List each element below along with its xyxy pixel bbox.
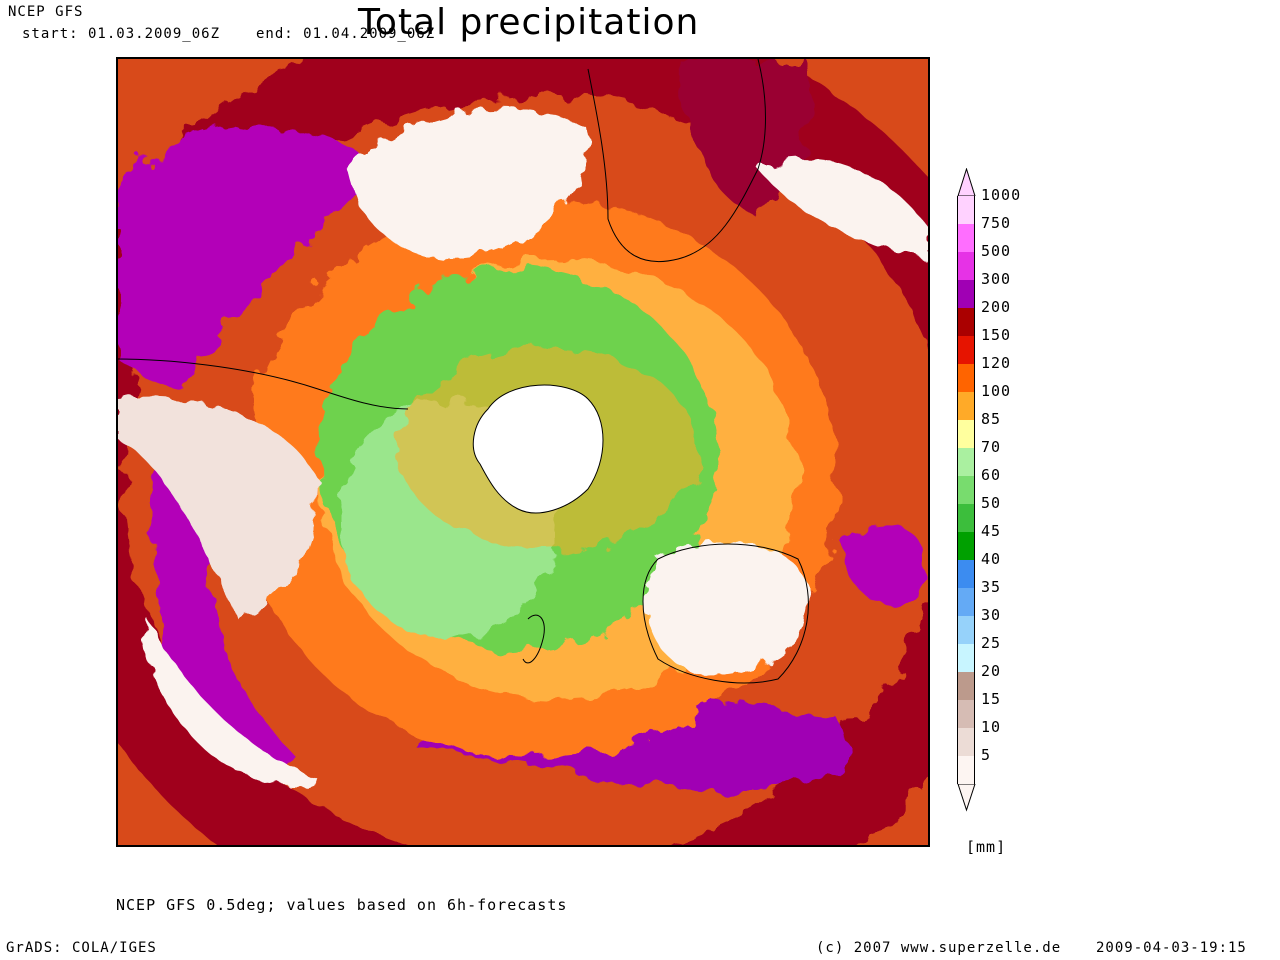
legend-swatch bbox=[957, 616, 975, 644]
dry-region-south-pacific bbox=[118, 397, 318, 619]
legend-label: 10 bbox=[981, 718, 1002, 736]
map-title: Total precipitation bbox=[358, 2, 700, 43]
dry-region-australia bbox=[646, 542, 810, 675]
legend-label: 5 bbox=[981, 746, 992, 764]
legend-label: 100 bbox=[981, 382, 1012, 400]
legend-swatch bbox=[957, 504, 975, 532]
end-time: end: 01.04.2009_06Z bbox=[256, 26, 436, 42]
legend-swatch bbox=[957, 420, 975, 448]
legend-swatch bbox=[957, 308, 975, 336]
legend-swatch bbox=[957, 280, 975, 308]
purple-region-east bbox=[838, 524, 928, 606]
model-name: NCEP GFS bbox=[8, 4, 84, 20]
legend-swatch bbox=[957, 336, 975, 364]
legend-label: 40 bbox=[981, 550, 1002, 568]
footnote: NCEP GFS 0.5deg; values based on 6h-fore… bbox=[116, 896, 568, 914]
legend-swatch bbox=[957, 364, 975, 392]
legend-swatch bbox=[957, 560, 975, 588]
dry-arc-southwest bbox=[144, 619, 318, 787]
legend-label: 60 bbox=[981, 466, 1002, 484]
new-zealand-coastline bbox=[522, 614, 545, 664]
legend-swatch bbox=[957, 700, 975, 728]
legend-swatch bbox=[957, 476, 975, 504]
legend-swatch bbox=[957, 588, 975, 616]
legend-label: 35 bbox=[981, 578, 1002, 596]
legend-label: 500 bbox=[981, 242, 1012, 260]
dry-region-indian-ocean bbox=[758, 158, 928, 259]
legend-label: 750 bbox=[981, 214, 1012, 232]
antarctica bbox=[472, 384, 604, 514]
legend-bottom-arrow bbox=[957, 784, 976, 812]
legend-label: 25 bbox=[981, 634, 1002, 652]
purple-region-west bbox=[118, 124, 378, 389]
legend-label: 45 bbox=[981, 522, 1002, 540]
legend-swatch bbox=[957, 448, 975, 476]
australia-coastline bbox=[642, 543, 809, 684]
legend-swatch bbox=[957, 224, 975, 252]
legend-label: 120 bbox=[981, 354, 1012, 372]
dry-region-south-atlantic bbox=[348, 108, 590, 259]
legend-label: 50 bbox=[981, 494, 1002, 512]
software-credit: GrADS: COLA/IGES bbox=[6, 940, 157, 956]
legend-swatch bbox=[957, 644, 975, 672]
legend-label: 85 bbox=[981, 410, 1002, 428]
legend-top-arrow bbox=[957, 168, 976, 196]
legend-label: 150 bbox=[981, 326, 1012, 344]
legend-label: 1000 bbox=[981, 186, 1022, 204]
legend-swatch bbox=[957, 196, 975, 224]
legend-swatch bbox=[957, 756, 975, 784]
legend-label: 70 bbox=[981, 438, 1002, 456]
legend-label: 15 bbox=[981, 690, 1002, 708]
start-time: start: 01.03.2009_06Z bbox=[22, 26, 221, 42]
legend-swatch bbox=[957, 672, 975, 700]
legend-swatch bbox=[957, 392, 975, 420]
legend-unit: [mm] bbox=[966, 838, 1007, 856]
copyright: (c) 2007 www.superzelle.de bbox=[816, 940, 1062, 956]
legend-swatch bbox=[957, 252, 975, 280]
legend-label: 30 bbox=[981, 606, 1002, 624]
legend-swatch bbox=[957, 728, 975, 756]
legend-label: 300 bbox=[981, 270, 1012, 288]
africa-coastline bbox=[587, 59, 766, 263]
precipitation-map bbox=[116, 57, 930, 847]
south-america-coastline bbox=[118, 358, 409, 410]
legend-swatch bbox=[957, 532, 975, 560]
legend-label: 20 bbox=[981, 662, 1002, 680]
timestamp: 2009-04-03-19:15 bbox=[1096, 940, 1247, 956]
legend: 1000 750 500 300 200 150 120 100 85 70 60 50 45 40 35 3… bbox=[957, 168, 1037, 812]
precipitation-map-svg bbox=[118, 59, 928, 845]
legend-label: 200 bbox=[981, 298, 1012, 316]
